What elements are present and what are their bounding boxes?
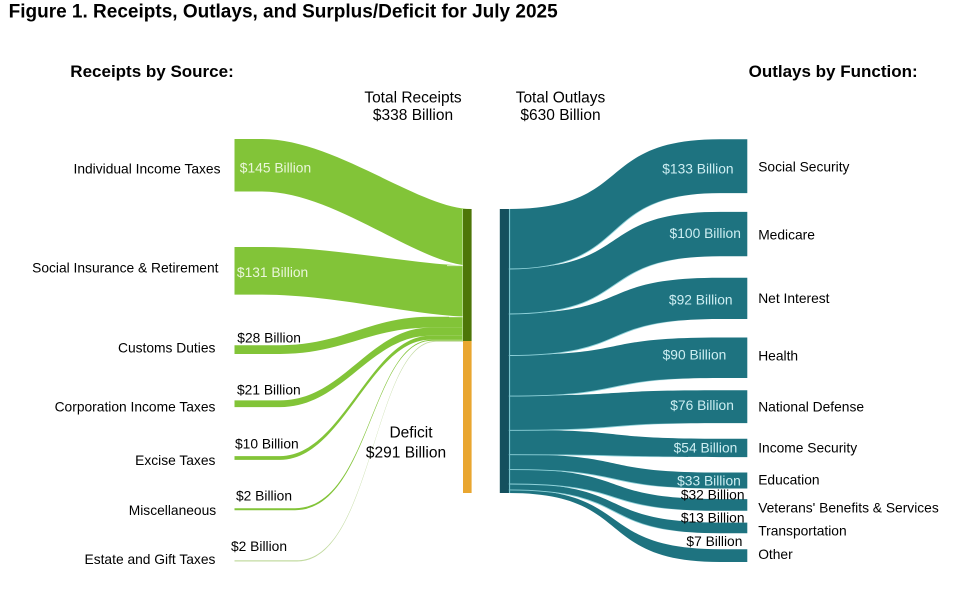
svg-text:Excise Taxes: Excise Taxes <box>135 453 215 468</box>
svg-text:$21 Billion: $21 Billion <box>237 383 301 398</box>
svg-text:$133 Billion: $133 Billion <box>662 162 733 177</box>
svg-text:Medicare: Medicare <box>758 228 815 243</box>
svg-text:$13 Billion: $13 Billion <box>681 510 745 525</box>
svg-text:$2 Billion: $2 Billion <box>231 539 287 554</box>
svg-text:$145 Billion: $145 Billion <box>240 161 311 176</box>
svg-text:$90 Billion: $90 Billion <box>663 348 727 363</box>
svg-text:$2 Billion: $2 Billion <box>236 488 292 503</box>
svg-text:$10 Billion: $10 Billion <box>235 436 299 451</box>
svg-text:$291 Billion: $291 Billion <box>366 444 446 461</box>
svg-text:Miscellaneous: Miscellaneous <box>129 503 217 518</box>
svg-text:$630 Billion: $630 Billion <box>520 107 600 124</box>
svg-text:Estate and Gift Taxes: Estate and Gift Taxes <box>85 552 216 567</box>
svg-text:Corporation Income Taxes: Corporation Income Taxes <box>55 400 216 415</box>
svg-text:Customs Duties: Customs Duties <box>118 341 215 356</box>
svg-text:Net Interest: Net Interest <box>758 291 829 306</box>
svg-text:$7 Billion: $7 Billion <box>686 534 742 549</box>
svg-text:Receipts by Source:: Receipts by Source: <box>70 62 233 81</box>
svg-text:$131 Billion: $131 Billion <box>237 265 308 280</box>
svg-text:Individual Income Taxes: Individual Income Taxes <box>74 161 221 176</box>
svg-text:$76 Billion: $76 Billion <box>670 398 734 413</box>
svg-text:$92 Billion: $92 Billion <box>669 292 733 307</box>
svg-text:Health: Health <box>758 349 798 364</box>
svg-text:Social Security: Social Security <box>758 160 849 175</box>
svg-text:Deficit: Deficit <box>389 425 433 442</box>
svg-text:Figure 1. Receipts, Outlays, a: Figure 1. Receipts, Outlays, and Surplus… <box>9 2 558 23</box>
svg-text:$338 Billion: $338 Billion <box>373 107 453 124</box>
svg-text:Other: Other <box>758 547 793 562</box>
svg-text:Income Security: Income Security <box>758 441 857 456</box>
svg-text:Total Outlays: Total Outlays <box>516 89 606 106</box>
svg-text:Transportation: Transportation <box>758 524 846 539</box>
svg-text:$32 Billion: $32 Billion <box>681 488 745 503</box>
svg-text:Veterans' Benefits & Services: Veterans' Benefits & Services <box>758 501 939 516</box>
svg-text:$100 Billion: $100 Billion <box>670 226 741 241</box>
svg-text:Total Receipts: Total Receipts <box>364 89 462 106</box>
svg-text:Education: Education <box>758 473 819 488</box>
svg-text:$54 Billion: $54 Billion <box>674 441 738 456</box>
svg-text:National Defense: National Defense <box>758 400 864 415</box>
svg-text:$33 Billion: $33 Billion <box>677 473 741 488</box>
svg-text:$28 Billion: $28 Billion <box>237 331 301 346</box>
svg-text:Outlays by Function:: Outlays by Function: <box>749 62 918 81</box>
svg-text:Social Insurance & Retirement: Social Insurance & Retirement <box>32 261 219 276</box>
